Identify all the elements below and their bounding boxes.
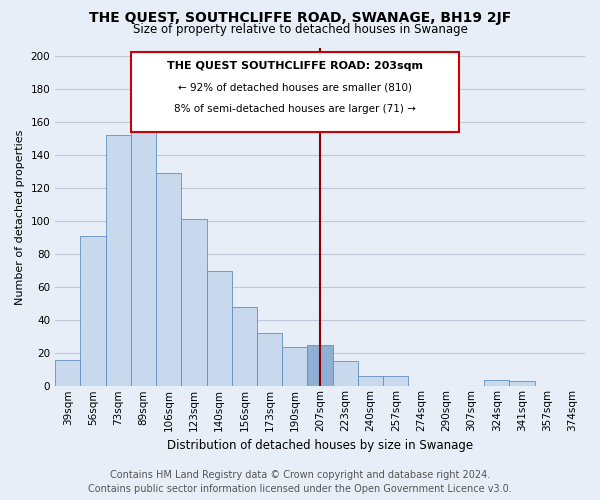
Bar	[232, 307, 257, 386]
Bar	[332, 362, 358, 386]
Bar	[106, 135, 131, 386]
Text: Contains HM Land Registry data © Crown copyright and database right 2024.
Contai: Contains HM Land Registry data © Crown c…	[88, 470, 512, 494]
Bar	[181, 220, 206, 386]
Text: THE QUEST, SOUTHCLIFFE ROAD, SWANAGE, BH19 2JF: THE QUEST, SOUTHCLIFFE ROAD, SWANAGE, BH…	[89, 11, 511, 25]
Bar	[206, 270, 232, 386]
Bar	[509, 382, 535, 386]
Y-axis label: Number of detached properties: Number of detached properties	[15, 129, 25, 304]
Bar	[383, 376, 409, 386]
Bar	[358, 376, 383, 386]
Bar	[282, 346, 307, 387]
Text: 8% of semi-detached houses are larger (71) →: 8% of semi-detached houses are larger (7…	[174, 104, 416, 114]
Bar	[55, 360, 80, 386]
Bar	[80, 236, 106, 386]
FancyBboxPatch shape	[131, 52, 459, 132]
Text: ← 92% of detached houses are smaller (810): ← 92% of detached houses are smaller (81…	[178, 82, 412, 92]
Bar	[307, 345, 332, 387]
Text: THE QUEST SOUTHCLIFFE ROAD: 203sqm: THE QUEST SOUTHCLIFFE ROAD: 203sqm	[167, 60, 423, 70]
Bar	[257, 334, 282, 386]
X-axis label: Distribution of detached houses by size in Swanage: Distribution of detached houses by size …	[167, 440, 473, 452]
Bar	[156, 173, 181, 386]
Bar	[484, 380, 509, 386]
Bar	[131, 114, 156, 386]
Text: Size of property relative to detached houses in Swanage: Size of property relative to detached ho…	[133, 22, 467, 36]
